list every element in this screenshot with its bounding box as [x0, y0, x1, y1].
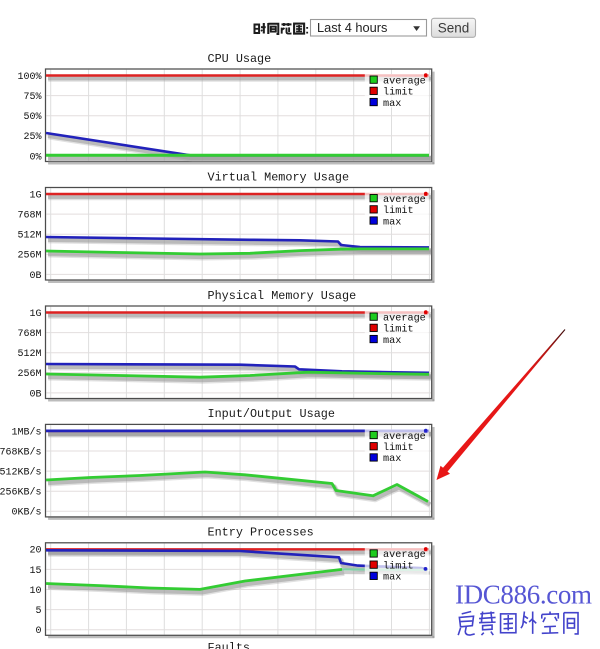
svg-text:average: average — [383, 550, 426, 561]
svg-text:max: max — [383, 99, 401, 110]
svg-text:256KB/s: 256KB/s — [0, 487, 42, 499]
svg-text:limit: limit — [383, 205, 414, 217]
svg-text:Input/Output Usage: Input/Output Usage — [208, 407, 335, 421]
svg-text:256M: 256M — [17, 369, 41, 380]
svg-text::: : — [305, 22, 309, 37]
svg-text:average: average — [383, 76, 426, 87]
svg-text:0: 0 — [35, 626, 41, 637]
svg-text:average: average — [383, 432, 426, 443]
svg-text:0KB/s: 0KB/s — [11, 507, 41, 519]
svg-text:0B: 0B — [29, 389, 41, 400]
svg-text:768M: 768M — [17, 211, 41, 222]
svg-text:15: 15 — [29, 566, 41, 577]
svg-text:20: 20 — [29, 546, 41, 557]
svg-text:max: max — [383, 217, 401, 228]
svg-text:Virtual Memory Usage: Virtual Memory Usage — [208, 170, 350, 184]
svg-text:1G: 1G — [29, 309, 41, 320]
svg-text:50%: 50% — [23, 112, 41, 123]
svg-text:IDC886.com: IDC886.com — [455, 580, 592, 610]
svg-text:Entry Processes: Entry Processes — [208, 526, 314, 540]
svg-text:1MB/s: 1MB/s — [11, 426, 41, 438]
svg-text:512KB/s: 512KB/s — [0, 467, 42, 479]
svg-text:100%: 100% — [17, 72, 41, 83]
svg-text:Last 4 hours: Last 4 hours — [317, 20, 387, 35]
svg-text:768M: 768M — [17, 329, 41, 340]
svg-text:512M: 512M — [17, 231, 41, 242]
svg-text:5: 5 — [35, 606, 41, 617]
svg-text:average: average — [383, 195, 426, 206]
svg-text:max: max — [383, 336, 401, 347]
svg-text:CPU Usage: CPU Usage — [208, 52, 272, 66]
svg-text:768KB/s: 768KB/s — [0, 446, 42, 458]
svg-text:max: max — [383, 573, 401, 584]
svg-text:average: average — [383, 313, 426, 324]
svg-text:1G: 1G — [29, 190, 41, 201]
svg-text:limit: limit — [383, 324, 414, 336]
svg-text:limit: limit — [383, 560, 414, 572]
svg-text:512M: 512M — [17, 349, 41, 360]
svg-text:Send: Send — [438, 20, 470, 35]
svg-text:75%: 75% — [23, 92, 41, 103]
svg-text:25%: 25% — [23, 132, 41, 143]
svg-text:limit: limit — [383, 442, 414, 454]
svg-text:Physical Memory Usage: Physical Memory Usage — [208, 289, 357, 303]
svg-text:Faults: Faults — [208, 641, 250, 649]
svg-text:10: 10 — [29, 586, 41, 597]
svg-text:limit: limit — [383, 87, 414, 99]
svg-text:0%: 0% — [29, 152, 41, 163]
svg-text:max: max — [383, 454, 401, 465]
svg-text:256M: 256M — [17, 251, 41, 262]
svg-text:0B: 0B — [29, 271, 41, 282]
